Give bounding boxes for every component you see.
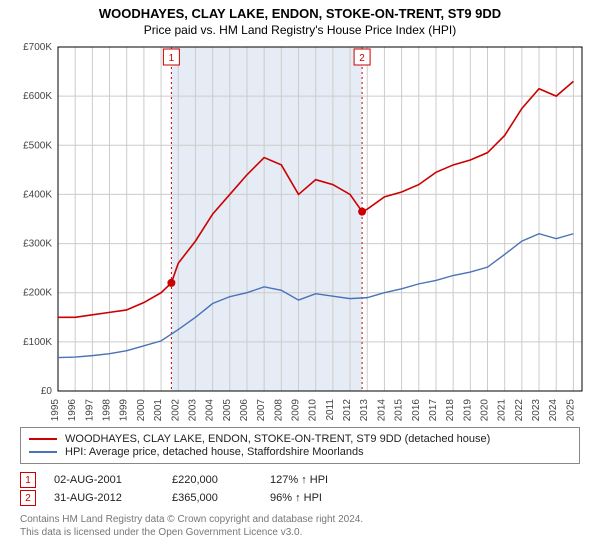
legend-row: HPI: Average price, detached house, Staf…	[29, 446, 571, 458]
svg-text:£200K: £200K	[23, 288, 52, 299]
svg-text:2012: 2012	[342, 399, 353, 421]
svg-text:£400K: £400K	[23, 189, 52, 200]
svg-text:2006: 2006	[239, 399, 250, 421]
transactions-table: 1 02-AUG-2001 £220,000 127% ↑ HPI 2 31-AUG-20…	[20, 470, 580, 508]
transaction-row: 1 02-AUG-2001 £220,000 127% ↑ HPI	[20, 472, 580, 488]
svg-text:1: 1	[169, 53, 175, 64]
svg-text:£300K: £300K	[23, 239, 52, 250]
svg-text:2: 2	[359, 53, 365, 64]
svg-text:2017: 2017	[428, 399, 439, 421]
chart-subtitle: Price paid vs. HM Land Registry's House …	[10, 23, 590, 37]
svg-text:2002: 2002	[170, 399, 181, 421]
transaction-pct: 96% ↑ HPI	[270, 492, 322, 504]
svg-text:2015: 2015	[394, 399, 405, 421]
svg-text:2023: 2023	[531, 399, 542, 421]
svg-text:2005: 2005	[222, 399, 233, 421]
svg-text:2000: 2000	[136, 399, 147, 421]
svg-text:2007: 2007	[256, 399, 267, 421]
footer-line-1: Contains HM Land Registry data © Crown c…	[20, 514, 580, 527]
svg-text:1996: 1996	[67, 399, 78, 421]
svg-text:£0: £0	[41, 386, 53, 397]
legend-label: HPI: Average price, detached house, Staf…	[65, 446, 364, 458]
chart-area: £0 £100K £200K £300K £400K £500K £600K £700K 199…	[10, 41, 590, 421]
transaction-marker: 2	[20, 490, 36, 506]
transaction-row: 2 31-AUG-2012 £365,000 96% ↑ HPI	[20, 490, 580, 506]
svg-text:2013: 2013	[359, 399, 370, 421]
legend-swatch	[29, 438, 57, 440]
transaction-date: 02-AUG-2001	[54, 474, 154, 486]
svg-text:2009: 2009	[291, 399, 302, 421]
svg-text:£600K: £600K	[23, 91, 52, 102]
svg-text:2008: 2008	[273, 399, 284, 421]
svg-text:2025: 2025	[565, 399, 576, 421]
chart-title: WOODHAYES, CLAY LAKE, ENDON, STOKE-ON-TR…	[10, 6, 590, 21]
legend-row: WOODHAYES, CLAY LAKE, ENDON, STOKE-ON-TR…	[29, 433, 571, 445]
svg-text:2011: 2011	[325, 399, 336, 421]
svg-text:2010: 2010	[308, 399, 319, 421]
footer-line-2: This data is licensed under the Open Gov…	[20, 527, 580, 540]
svg-text:2003: 2003	[187, 399, 198, 421]
chart-container: WOODHAYES, CLAY LAKE, ENDON, STOKE-ON-TR…	[0, 0, 600, 560]
svg-text:2014: 2014	[376, 399, 387, 421]
svg-text:£500K: £500K	[23, 140, 52, 151]
svg-text:1997: 1997	[84, 399, 95, 421]
svg-text:2018: 2018	[445, 399, 456, 421]
svg-text:1995: 1995	[50, 399, 61, 421]
svg-text:2020: 2020	[480, 399, 491, 421]
legend-swatch	[29, 451, 57, 453]
svg-text:£700K: £700K	[23, 42, 52, 53]
svg-text:2019: 2019	[462, 399, 473, 421]
transaction-price: £220,000	[172, 474, 252, 486]
line-chart-svg: £0 £100K £200K £300K £400K £500K £600K £700K 199…	[10, 41, 590, 421]
legend-box: WOODHAYES, CLAY LAKE, ENDON, STOKE-ON-TR…	[20, 427, 580, 464]
svg-text:2016: 2016	[411, 399, 422, 421]
svg-text:2022: 2022	[514, 399, 525, 421]
transaction-date: 31-AUG-2012	[54, 492, 154, 504]
svg-text:2004: 2004	[205, 399, 216, 421]
transaction-price: £365,000	[172, 492, 252, 504]
svg-text:2021: 2021	[497, 399, 508, 421]
legend-label: WOODHAYES, CLAY LAKE, ENDON, STOKE-ON-TR…	[65, 433, 490, 445]
footer-attribution: Contains HM Land Registry data © Crown c…	[20, 514, 580, 539]
svg-text:£100K: £100K	[23, 337, 52, 348]
svg-text:2024: 2024	[548, 399, 559, 421]
svg-text:2001: 2001	[153, 399, 164, 421]
transaction-pct: 127% ↑ HPI	[270, 474, 328, 486]
transaction-marker: 1	[20, 472, 36, 488]
svg-text:1999: 1999	[119, 399, 130, 421]
svg-text:1998: 1998	[102, 399, 113, 421]
